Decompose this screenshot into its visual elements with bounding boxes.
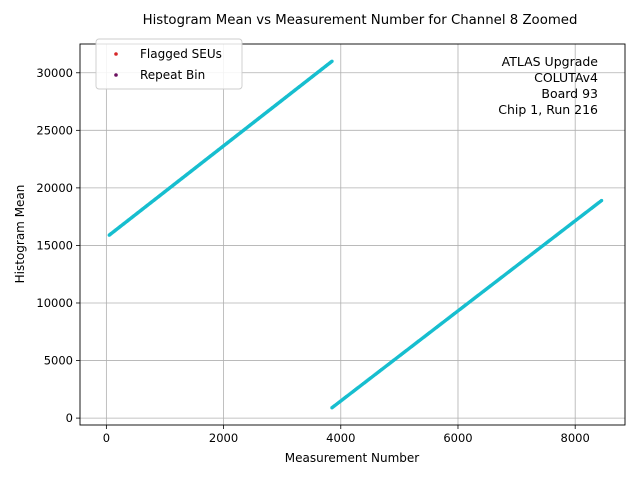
x-axis-label: Measurement Number [285,451,419,465]
legend-label-repeat-bin: Repeat Bin [140,68,205,82]
y-tick-label: 20000 [36,181,73,195]
legend-box [95,38,243,90]
x-axis-ticks: 0 2000 4000 6000 8000 [103,425,590,445]
grid [80,44,625,425]
plot-frame [79,43,626,426]
x-tick-label: 2000 [209,431,238,445]
data-point [330,59,334,63]
x-tick-label: 6000 [443,431,472,445]
y-tick-label: 10000 [36,296,73,310]
y-tick-label: 30000 [36,66,73,80]
y-tick-label: 25000 [36,123,73,137]
annotation-text: ATLAS Upgrade COLUTAv4 Board 93 Chip 1, … [498,54,598,117]
y-tick-label: 5000 [44,354,73,368]
annotation-line-4: Chip 1, Run 216 [498,102,598,117]
x-tick-label: 4000 [326,431,355,445]
y-tick-label: 0 [66,411,73,425]
annotation-line-2: COLUTAv4 [534,70,598,85]
legend: Flagged SEUs Repeat Bin [95,38,243,90]
annotation-line-1: ATLAS Upgrade [502,54,599,69]
x-tick-label: 8000 [561,431,590,445]
annotation-line-3: Board 93 [541,86,598,101]
chart-title: Histogram Mean vs Measurement Number for… [143,13,578,28]
y-axis-label: Histogram Mean [13,185,27,284]
legend-marker-flagged-seus [114,52,118,56]
legend-marker-repeat-bin [114,73,118,77]
data-points [107,59,604,410]
data-point [599,198,604,203]
y-axis-ticks: 0 5000 10000 15000 20000 25000 30000 [36,66,80,425]
legend-label-flagged-seus: Flagged SEUs [140,47,222,61]
y-tick-label: 15000 [36,238,73,252]
x-tick-label: 0 [103,431,110,445]
